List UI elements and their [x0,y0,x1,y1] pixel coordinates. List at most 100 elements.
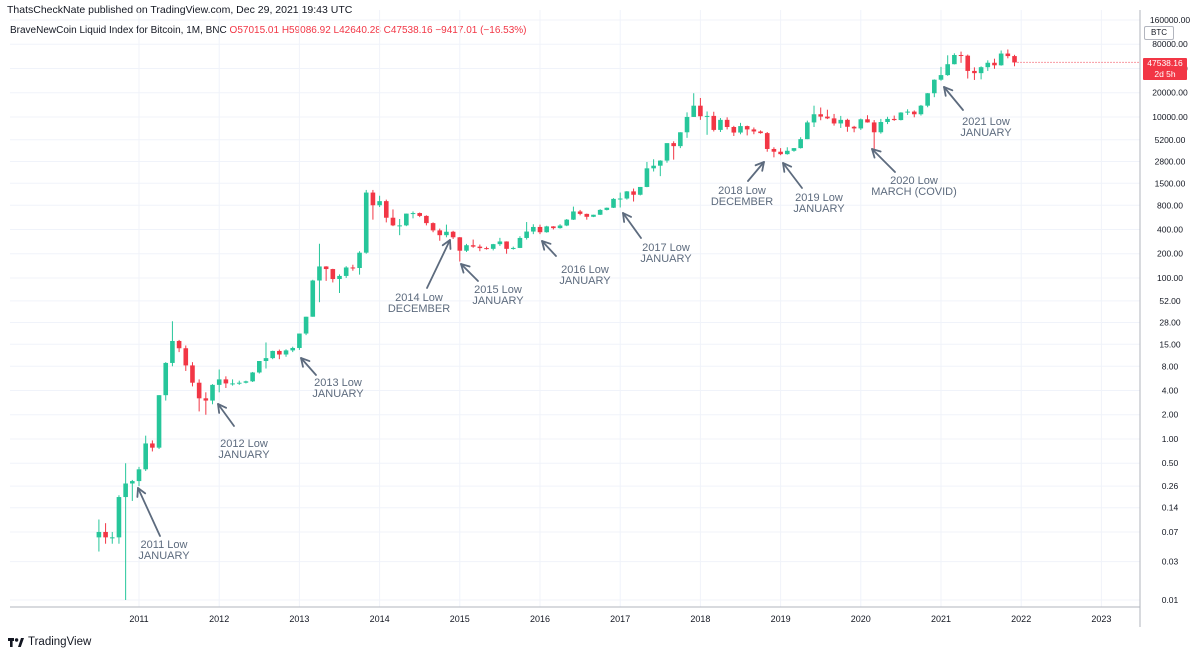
candle-2011-03[interactable] [150,440,155,452]
candle-2014-05[interactable] [404,213,409,227]
candle-2018-01[interactable] [698,97,703,120]
tradingview-brand[interactable]: TradingView [8,636,91,648]
candle-2015-04[interactable] [477,244,483,252]
candle-2016-10[interactable] [597,209,603,216]
candle-2014-02[interactable] [383,199,389,223]
candle-2019-05[interactable] [805,120,810,140]
candle-2021-01[interactable] [938,66,944,81]
candle-2012-03[interactable] [230,379,235,386]
candle-2020-04[interactable] [878,118,884,134]
candle-2020-05[interactable] [885,116,890,125]
candle-2020-08[interactable] [905,109,910,115]
candle-2017-10[interactable] [678,132,683,149]
candle-2019-08[interactable] [825,109,830,120]
candle-2015-01[interactable] [457,237,463,262]
candle-2019-01[interactable] [778,148,783,156]
candle-2016-01[interactable] [537,224,543,235]
candle-2016-05[interactable] [564,218,570,227]
candle-2014-10[interactable] [437,228,443,241]
candle-2016-02[interactable] [544,225,549,233]
candle-2011-11[interactable] [203,392,209,415]
candle-2020-07[interactable] [898,112,904,121]
candle-2017-08[interactable] [664,143,670,163]
candle-2018-03[interactable] [711,111,717,132]
candle-2013-10[interactable] [357,251,362,275]
candle-2014-01[interactable] [377,195,382,208]
candle-2014-03[interactable] [390,209,396,227]
candle-2011-12[interactable] [210,384,215,405]
candle-2015-06[interactable] [490,243,496,251]
price-axis[interactable]: 160000.0080000.0040000.0020000.0010000.0… [1150,15,1190,605]
symbol-name[interactable]: BraveNewCoin Liquid Index for Bitcoin, 1… [10,25,227,36]
candle-2018-11[interactable] [764,132,770,152]
candle-2021-12[interactable] [1012,54,1017,67]
candle-2020-12[interactable] [932,79,937,98]
candle-2013-02[interactable] [303,316,309,336]
candle-2019-11[interactable] [845,118,850,132]
candle-2015-05[interactable] [484,246,489,250]
candle-2021-10[interactable] [998,50,1004,66]
candle-2011-09[interactable] [190,362,195,387]
candle-2013-01[interactable] [297,333,302,350]
candle-2019-09[interactable] [831,113,837,126]
candle-2012-04[interactable] [236,380,242,385]
candle-2013-12[interactable] [370,189,376,220]
candle-2015-08[interactable] [504,241,509,254]
candle-2013-05[interactable] [323,266,329,281]
candle-2014-04[interactable] [397,218,402,236]
candle-2014-08[interactable] [424,215,429,226]
candle-2016-03[interactable] [551,226,556,230]
candle-2017-09[interactable] [671,141,676,160]
candle-2018-07[interactable] [738,122,743,135]
candle-2016-12[interactable] [611,198,616,208]
candle-2017-05[interactable] [644,161,650,188]
candle-2012-09[interactable] [270,350,275,360]
candle-2019-07[interactable] [818,107,823,121]
candle-2011-06[interactable] [170,321,175,367]
candle-2021-02[interactable] [945,55,950,76]
candle-2010-10[interactable] [116,495,122,544]
candle-2013-08[interactable] [343,266,349,278]
candle-2015-02[interactable] [464,243,469,253]
candle-2013-07[interactable] [337,274,342,294]
candle-2014-12[interactable] [450,230,456,239]
candle-2011-04[interactable] [156,395,162,450]
candle-2020-10[interactable] [918,104,924,116]
candle-2020-03[interactable] [871,120,877,151]
candle-2012-07[interactable] [257,361,262,374]
candle-2016-11[interactable] [604,207,610,211]
candle-2015-09[interactable] [510,246,516,250]
candle-2015-10[interactable] [517,236,523,249]
candle-2012-01[interactable] [216,369,222,393]
candle-2017-07[interactable] [658,160,663,177]
candle-2019-10[interactable] [838,115,844,128]
candle-2021-04[interactable] [958,51,964,63]
currency-unit-badge[interactable]: BTC [1144,26,1174,40]
candle-2010-08[interactable] [103,523,108,544]
candle-2011-02[interactable] [143,435,148,472]
candle-2015-11[interactable] [524,222,529,240]
candle-2021-11[interactable] [1005,49,1011,59]
candle-2014-11[interactable] [444,224,449,238]
candle-2016-04[interactable] [557,224,563,229]
candle-2014-09[interactable] [430,222,436,233]
candle-2017-04[interactable] [637,186,643,196]
candle-2019-04[interactable] [798,137,803,149]
candle-2012-02[interactable] [223,376,229,388]
candle-2013-04[interactable] [317,243,322,303]
candle-2011-01[interactable] [136,466,142,487]
candle-2021-08[interactable] [985,60,991,71]
candle-2018-09[interactable] [751,127,757,135]
candle-2020-11[interactable] [925,93,930,108]
candle-2011-10[interactable] [196,379,202,412]
candle-2014-07[interactable] [417,212,422,218]
candle-2021-09[interactable] [992,58,997,69]
candle-2021-03[interactable] [952,53,957,65]
candle-2018-02[interactable] [704,111,710,135]
candle-2018-06[interactable] [731,125,737,136]
candle-2016-07[interactable] [577,209,583,216]
candle-2016-08[interactable] [584,213,590,220]
candle-2015-12[interactable] [531,224,536,235]
candle-2018-05[interactable] [724,117,730,130]
